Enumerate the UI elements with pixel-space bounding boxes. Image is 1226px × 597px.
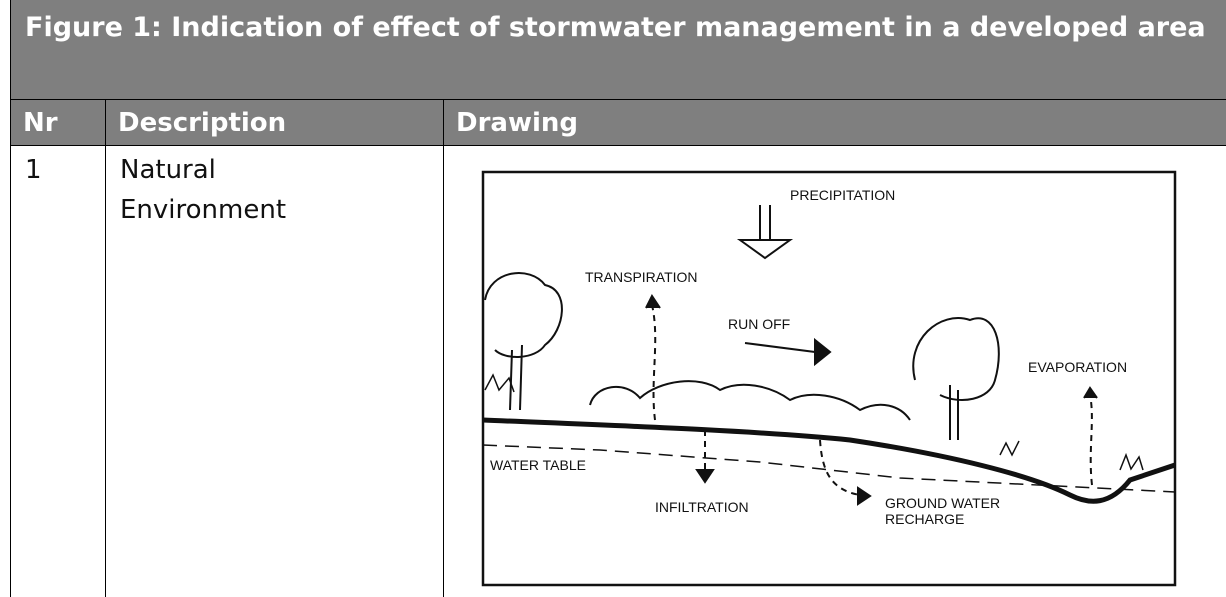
drawing-label: PRECIPITATION xyxy=(790,187,895,203)
drawing-label: TRANSPIRATION xyxy=(585,269,698,285)
drawing-label: GROUND WATER xyxy=(885,495,1000,511)
drawing-label: INFILTRATION xyxy=(655,499,749,515)
page: Figure 1: Indication of effect of stormw… xyxy=(0,0,1226,597)
drawing-label: EVAPORATION xyxy=(1028,359,1127,375)
drawing-label: WATER TABLE xyxy=(490,457,586,473)
sketch xyxy=(483,172,1175,585)
drawing-label: RUN OFF xyxy=(728,316,790,332)
drawing: PRECIPITATION TRANSPIRATION RUN OFF EVAP… xyxy=(0,0,1226,597)
drawing-label: RECHARGE xyxy=(885,511,964,527)
